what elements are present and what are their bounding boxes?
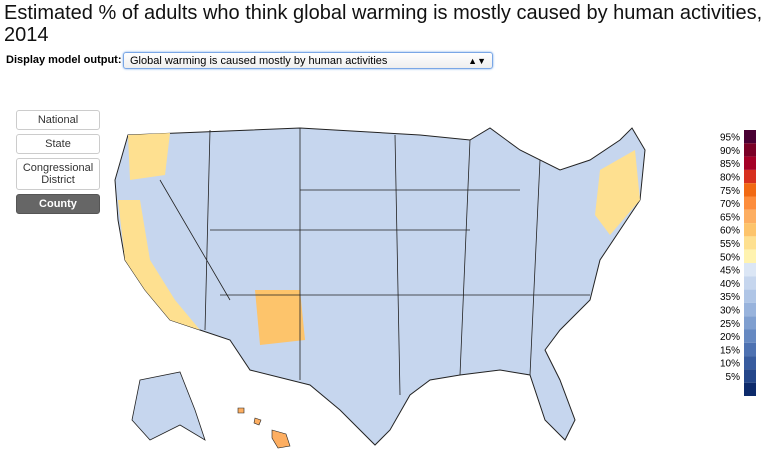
- legend-swatch: [744, 183, 756, 197]
- legend-swatch: [744, 130, 756, 144]
- legend-swatch: [744, 263, 756, 277]
- legend-swatch: [744, 356, 756, 370]
- legend-swatch: [744, 169, 756, 184]
- dropdown-label: Display model output:: [6, 54, 122, 66]
- legend-label: 55%: [720, 239, 740, 250]
- legend-label: 40%: [720, 279, 740, 290]
- legend-label: 95%: [720, 133, 740, 144]
- us-mainland: [114, 127, 646, 446]
- alaska: [131, 371, 206, 441]
- legend-swatch: [744, 289, 756, 303]
- legend-label: 50%: [720, 252, 740, 263]
- region-high: [595, 150, 640, 235]
- page-title: Estimated % of adults who think global w…: [4, 2, 763, 46]
- legend-swatch: [744, 329, 756, 343]
- level-button[interactable]: County: [16, 194, 100, 214]
- dropdown-arrow: ▲▼: [468, 56, 486, 66]
- legend-swatch: [744, 209, 756, 224]
- legend-swatch: [744, 369, 756, 383]
- legend-label: 35%: [720, 292, 740, 303]
- legend-swatch: [744, 276, 756, 290]
- legend-label: 90%: [720, 146, 740, 157]
- legend-label: 75%: [720, 186, 740, 197]
- hawaii: [237, 407, 291, 449]
- legend-label: 85%: [720, 159, 740, 170]
- legend-label: 60%: [720, 226, 740, 237]
- legend-label: 5%: [726, 372, 741, 383]
- legend-swatch: [744, 342, 756, 357]
- legend-swatch: [744, 156, 756, 170]
- level-button[interactable]: National: [16, 110, 100, 130]
- legend-swatch: [744, 223, 756, 237]
- legend-swatch: [744, 196, 756, 210]
- legend: 95% 90% 85% 80% 75% 70% 65% 60% 55% 50% 45% 40% 35% 3…: [720, 130, 756, 396]
- legend-swatch: [744, 249, 756, 263]
- legend-label: 25%: [720, 319, 740, 330]
- legend-swatch: [744, 302, 756, 317]
- selected-option: Global warming is caused mostly by human…: [130, 55, 388, 67]
- legend-label: 80%: [720, 173, 740, 184]
- legend-swatch: [744, 236, 756, 250]
- level-button[interactable]: Congressional District: [16, 158, 100, 190]
- legend-label: 65%: [720, 212, 740, 223]
- state-lines: [159, 128, 590, 396]
- region-high: [128, 133, 170, 180]
- legend-label: 20%: [720, 332, 740, 343]
- legend-swatch: [744, 316, 756, 330]
- legend-label: 70%: [720, 199, 740, 210]
- legend-label: 10%: [720, 359, 740, 370]
- legend-swatch: [744, 382, 756, 396]
- legend-label: 15%: [720, 345, 740, 356]
- legend-label: 45%: [720, 266, 740, 277]
- region-high: [255, 290, 305, 345]
- model-output-select[interactable]: Global warming is caused mostly by human…: [123, 52, 493, 69]
- level-button[interactable]: State: [16, 134, 100, 154]
- legend-label: 30%: [720, 306, 740, 317]
- region-high: [118, 200, 200, 330]
- legend-swatch: [744, 143, 756, 157]
